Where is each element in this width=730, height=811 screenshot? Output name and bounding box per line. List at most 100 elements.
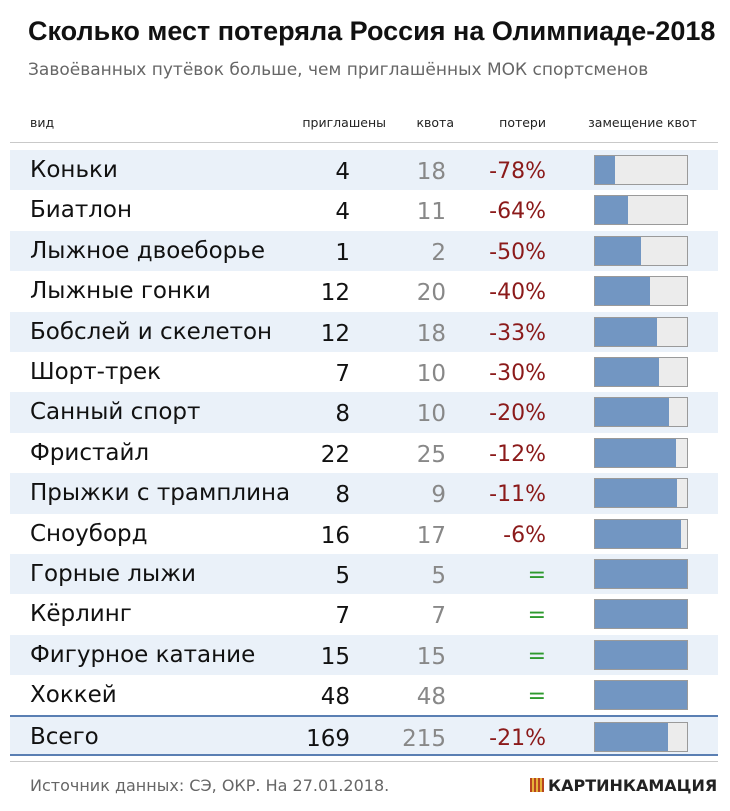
quota-count: 7 xyxy=(431,603,446,630)
brand-name: КАРТИНКАМАЦИЯ xyxy=(548,776,718,795)
loss-value: = xyxy=(527,643,546,669)
sport-name: Хоккей xyxy=(30,682,117,709)
table-row: Лыжное двоеборье 1 2 -50% xyxy=(10,230,718,272)
replacement-bar-fill xyxy=(595,640,687,669)
table-row: Прыжки с трамплина 8 9 -11% xyxy=(10,473,718,514)
invited-count: 1 xyxy=(335,239,350,266)
footer-divider xyxy=(10,761,718,762)
loss-value: -40% xyxy=(489,280,546,306)
column-header-invited: приглашены xyxy=(302,115,386,130)
total-row: Всего 169 215 -21% xyxy=(10,715,718,756)
replacement-bar xyxy=(594,478,688,509)
quota-count: 9 xyxy=(431,482,446,509)
loss-value: -50% xyxy=(489,239,546,265)
quota-count: 2 xyxy=(431,239,446,266)
quota-count: 15 xyxy=(416,643,446,670)
replacement-bar xyxy=(594,639,688,670)
loss-value: -6% xyxy=(503,522,546,548)
replacement-bar xyxy=(594,356,688,387)
replacement-bar-fill xyxy=(595,681,687,710)
brand-icon xyxy=(530,778,544,792)
quota-count: 11 xyxy=(416,199,446,226)
replacement-bar xyxy=(594,558,688,589)
quota-count: 48 xyxy=(416,684,446,711)
loss-value: = xyxy=(527,562,546,588)
column-header-kind: вид xyxy=(30,115,55,130)
source-note: Источник данных: СЭ, ОКР. На 27.01.2018. xyxy=(30,776,390,795)
replacement-bar xyxy=(594,722,688,753)
loss-value: -21% xyxy=(489,726,546,752)
invited-count: 12 xyxy=(320,280,350,307)
invited-count: 48 xyxy=(320,684,350,711)
table-row: Горные лыжи 5 5 = xyxy=(10,553,718,595)
replacement-bar-fill xyxy=(595,479,677,508)
sports-table: Коньки 4 18 -78% Биатлон 4 11 -64% Лыжное двоебо… xyxy=(10,150,718,756)
quota-count: 20 xyxy=(416,280,446,307)
replacement-bar-fill xyxy=(595,723,668,752)
table-row: Сноуборд 16 17 -6% xyxy=(10,514,718,554)
sport-name: Горные лыжи xyxy=(30,560,196,587)
sport-name: Кёрлинг xyxy=(30,601,132,628)
invited-count: 7 xyxy=(335,603,350,630)
replacement-bar-fill xyxy=(595,357,660,386)
header-divider xyxy=(10,142,718,143)
replacement-bar xyxy=(594,437,688,468)
invited-count: 22 xyxy=(320,441,350,468)
replacement-bar-fill xyxy=(595,398,669,427)
replacement-bar-fill xyxy=(595,277,651,306)
quota-count: 215 xyxy=(402,726,446,753)
quota-count: 17 xyxy=(416,522,446,549)
replacement-bar-fill xyxy=(595,438,676,467)
invited-count: 15 xyxy=(320,643,350,670)
replacement-bar xyxy=(594,276,688,307)
replacement-bar-fill xyxy=(595,156,616,184)
brand-logo: КАРТИНКАМАЦИЯ xyxy=(530,776,717,795)
replacement-bar xyxy=(594,599,688,630)
table-row: Шорт-трек 7 10 -30% xyxy=(10,352,718,392)
quota-count: 5 xyxy=(431,562,446,589)
loss-value: = xyxy=(527,684,546,710)
sport-name: Всего xyxy=(30,724,99,751)
quota-count: 18 xyxy=(416,159,446,185)
quota-count: 25 xyxy=(416,441,446,468)
invited-count: 7 xyxy=(335,360,350,387)
column-header-replacement: замещение квот xyxy=(588,115,697,130)
sport-name: Лыжные гонки xyxy=(30,278,211,305)
loss-value: -11% xyxy=(489,482,546,508)
replacement-bar xyxy=(594,680,688,711)
replacement-bar xyxy=(594,195,688,226)
table-row: Биатлон 4 11 -64% xyxy=(10,190,718,230)
replacement-bar-fill xyxy=(595,236,641,265)
column-header-loss: потери xyxy=(499,115,546,130)
invited-count: 8 xyxy=(335,401,350,428)
sport-name: Коньки xyxy=(30,157,118,183)
replacement-bar-fill xyxy=(595,559,687,588)
sport-name: Санный спорт xyxy=(30,399,201,426)
invited-count: 4 xyxy=(335,159,350,185)
invited-count: 12 xyxy=(320,320,350,347)
replacement-bar xyxy=(594,518,688,549)
table-row: Фигурное катание 15 15 = xyxy=(10,634,718,676)
quota-count: 10 xyxy=(416,401,446,428)
replacement-bar-fill xyxy=(595,600,687,629)
sport-name: Лыжное двоеборье xyxy=(30,237,265,264)
page-subtitle: Завоёванных путёвок больше, чем приглашё… xyxy=(28,60,649,80)
invited-count: 8 xyxy=(335,482,350,509)
replacement-bar xyxy=(594,235,688,266)
loss-value: = xyxy=(527,603,546,629)
replacement-bar-fill xyxy=(595,196,629,225)
page-title: Сколько мест потеряла Россия на Олимпиад… xyxy=(28,16,716,46)
sport-name: Бобслей и скелетон xyxy=(30,318,273,345)
sport-name: Фигурное катание xyxy=(30,641,256,668)
column-header-quota: квота xyxy=(416,115,454,130)
sport-name: Сноуборд xyxy=(30,520,148,547)
sport-name: Фристайл xyxy=(30,439,150,466)
table-row: Коньки 4 18 -78% xyxy=(10,150,718,191)
replacement-bar xyxy=(594,316,688,347)
replacement-bar xyxy=(594,155,688,185)
loss-value: -64% xyxy=(489,199,546,225)
quota-count: 10 xyxy=(416,360,446,387)
sport-name: Прыжки с трамплина xyxy=(30,480,291,507)
invited-count: 169 xyxy=(306,726,350,753)
table-row: Кёрлинг 7 7 = xyxy=(10,594,718,634)
